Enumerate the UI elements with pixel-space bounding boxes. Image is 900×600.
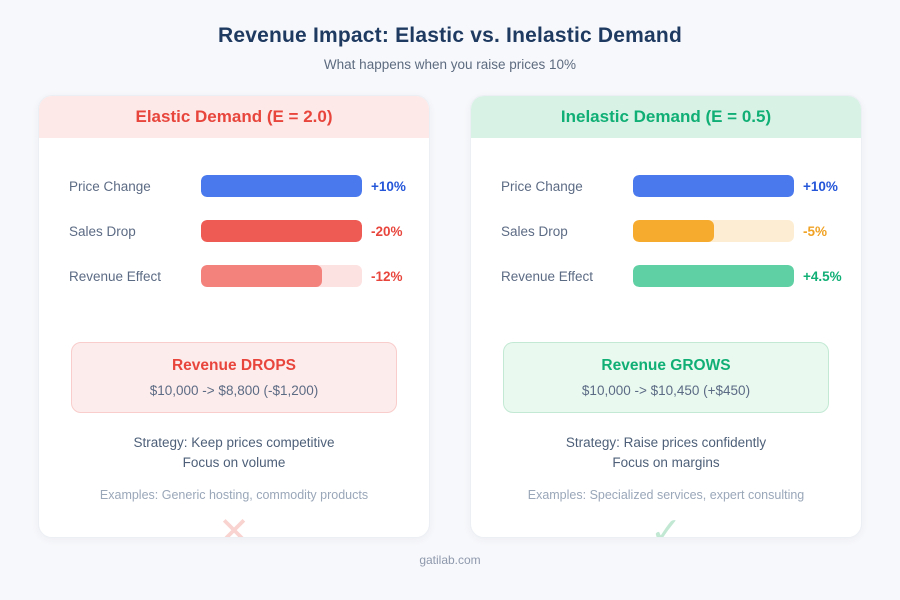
check-icon: ✓ [650, 511, 682, 538]
bar-track [201, 265, 362, 287]
cross-icon: ✕ [218, 511, 250, 538]
bar-fill [201, 220, 362, 242]
comparison-cards: Elastic Demand (E = 2.0) Price Change +1… [0, 95, 900, 538]
bar-fill [633, 220, 714, 242]
bar-track [633, 220, 794, 242]
result-box-grows: Revenue GROWS $10,000 -> $10,450 (+$450) [503, 342, 829, 413]
bar-row-revenue-effect: Revenue Effect -12% [69, 265, 413, 287]
result-title: Revenue GROWS [601, 357, 731, 374]
bar-value: -12% [371, 268, 403, 284]
bar-value: -20% [371, 223, 403, 239]
strategy-line: Strategy: Keep prices competitive [133, 435, 335, 450]
bar-value: +10% [803, 178, 838, 194]
bar-track [633, 175, 794, 197]
result-box-drops: Revenue DROPS $10,000 -> $8,800 (-$1,200… [71, 342, 397, 413]
elastic-demand-card: Elastic Demand (E = 2.0) Price Change +1… [38, 95, 430, 538]
result-detail: $10,000 -> $10,450 (+$450) [581, 383, 751, 398]
inelastic-bar-chart: Price Change +10% Sales Drop -5% Revenue… [471, 138, 861, 310]
bar-fill [633, 265, 794, 287]
bar-fill [201, 175, 362, 197]
bar-row-sales-drop: Sales Drop -5% [501, 220, 845, 242]
strategy-line: Strategy: Raise prices confidently [565, 435, 767, 450]
bar-row-price-change: Price Change +10% [501, 175, 845, 197]
card-header-inelastic: Inelastic Demand (E = 0.5) [471, 96, 861, 138]
page-subtitle: What happens when you raise prices 10% [323, 57, 577, 72]
bar-track [633, 265, 794, 287]
bar-label: Sales Drop [501, 223, 568, 239]
footer-watermark: gatilab.com [419, 553, 481, 567]
bar-label: Price Change [69, 178, 151, 194]
examples-text: Examples: Generic hosting, commodity pro… [99, 488, 369, 502]
strategy-text: Strategy: Raise prices confidently Focus… [471, 433, 861, 473]
bar-track [201, 220, 362, 242]
bar-label: Price Change [501, 178, 583, 194]
bar-track [201, 175, 362, 197]
bar-label: Revenue Effect [501, 268, 594, 284]
elastic-bar-chart: Price Change +10% Sales Drop -20% Revenu… [39, 138, 429, 310]
bar-value: +4.5% [803, 268, 842, 284]
result-detail: $10,000 -> $8,800 (-$1,200) [149, 383, 319, 398]
bar-row-price-change: Price Change +10% [69, 175, 413, 197]
result-title: Revenue DROPS [171, 357, 297, 374]
bar-fill [633, 175, 794, 197]
examples-text: Examples: Specialized services, expert c… [527, 488, 805, 502]
bar-label: Sales Drop [69, 223, 136, 239]
page-header: Revenue Impact: Elastic vs. Inelastic De… [0, 0, 900, 72]
strategy-line: Focus on margins [612, 455, 720, 470]
card-header-elastic: Elastic Demand (E = 2.0) [39, 96, 429, 138]
bar-value: -5% [803, 223, 828, 239]
strategy-text: Strategy: Keep prices competitive Focus … [39, 433, 429, 473]
strategy-line: Focus on volume [182, 455, 286, 470]
bar-label: Revenue Effect [69, 268, 162, 284]
page-title: Revenue Impact: Elastic vs. Inelastic De… [218, 24, 682, 47]
bar-value: +10% [371, 178, 406, 194]
bar-row-sales-drop: Sales Drop -20% [69, 220, 413, 242]
bar-row-revenue-effect: Revenue Effect +4.5% [501, 265, 845, 287]
bar-fill [201, 265, 322, 287]
inelastic-demand-card: Inelastic Demand (E = 0.5) Price Change … [470, 95, 862, 538]
